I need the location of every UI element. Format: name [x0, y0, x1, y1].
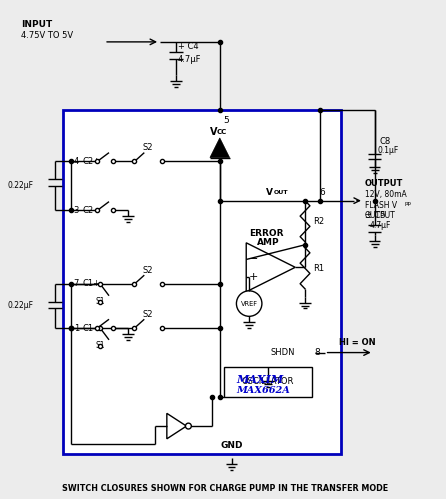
Text: OUTPUT: OUTPUT [365, 211, 396, 220]
Polygon shape [210, 138, 230, 158]
Text: SHDN: SHDN [271, 348, 295, 357]
Text: OUTPUT: OUTPUT [365, 179, 403, 188]
Polygon shape [246, 243, 295, 292]
Text: ERROR: ERROR [249, 229, 284, 238]
Text: SWITCH CLOSURES SHOWN FOR CHARGE PUMP IN THE TRANSFER MODE: SWITCH CLOSURES SHOWN FOR CHARGE PUMP IN… [62, 485, 388, 494]
Text: 6: 6 [320, 188, 326, 197]
Text: C2+: C2+ [83, 157, 100, 166]
Text: 12V, 80mA: 12V, 80mA [365, 190, 407, 199]
Text: 0.22μF: 0.22μF [8, 182, 33, 191]
Text: C2-: C2- [83, 206, 97, 215]
Text: 7: 7 [74, 279, 79, 288]
Text: 4.7μF: 4.7μF [178, 55, 201, 64]
Text: R1: R1 [313, 264, 324, 273]
Text: OSCILLATOR: OSCILLATOR [242, 377, 294, 387]
Text: 4.75V TO 5V: 4.75V TO 5V [21, 30, 73, 39]
Bar [63, 110, 341, 454]
Text: VREF: VREF [241, 300, 258, 306]
Text: AMP: AMP [257, 239, 280, 248]
Text: MAX662A: MAX662A [236, 386, 290, 395]
Bar [224, 367, 312, 397]
Text: OUT: OUT [274, 190, 288, 195]
Text: FLASH V: FLASH V [365, 201, 397, 210]
Text: + C4: + C4 [178, 42, 198, 51]
Text: 5: 5 [224, 116, 229, 125]
Text: 8: 8 [315, 348, 321, 357]
Text: ± C5: ± C5 [365, 211, 385, 220]
Text: C8: C8 [380, 137, 391, 146]
Text: +: + [249, 272, 259, 282]
Text: GND: GND [220, 441, 243, 450]
Text: S2: S2 [143, 266, 153, 275]
Text: S1: S1 [95, 297, 105, 306]
Text: 4.7μF: 4.7μF [370, 221, 391, 230]
Text: 0.1μF: 0.1μF [378, 146, 399, 155]
Text: C1-: C1- [83, 323, 97, 332]
Text: 3: 3 [74, 206, 79, 215]
Text: INPUT: INPUT [21, 20, 52, 29]
Text: 1: 1 [74, 323, 79, 332]
Text: 0.22μF: 0.22μF [8, 301, 33, 310]
Text: pp: pp [405, 201, 412, 206]
Circle shape [186, 423, 191, 429]
Text: C1+: C1+ [83, 279, 100, 288]
Text: CC: CC [217, 129, 227, 135]
Text: S2: S2 [143, 310, 153, 319]
Text: MAXIM: MAXIM [236, 374, 284, 385]
Text: S2: S2 [143, 143, 153, 152]
Text: V: V [266, 188, 273, 197]
Text: V: V [210, 127, 218, 137]
Circle shape [236, 291, 262, 316]
Text: −: − [249, 254, 259, 264]
Text: R2: R2 [313, 217, 324, 226]
Polygon shape [167, 413, 186, 439]
Text: S1: S1 [95, 341, 105, 350]
Text: HI = ON: HI = ON [339, 338, 376, 347]
Text: 4: 4 [74, 157, 79, 166]
